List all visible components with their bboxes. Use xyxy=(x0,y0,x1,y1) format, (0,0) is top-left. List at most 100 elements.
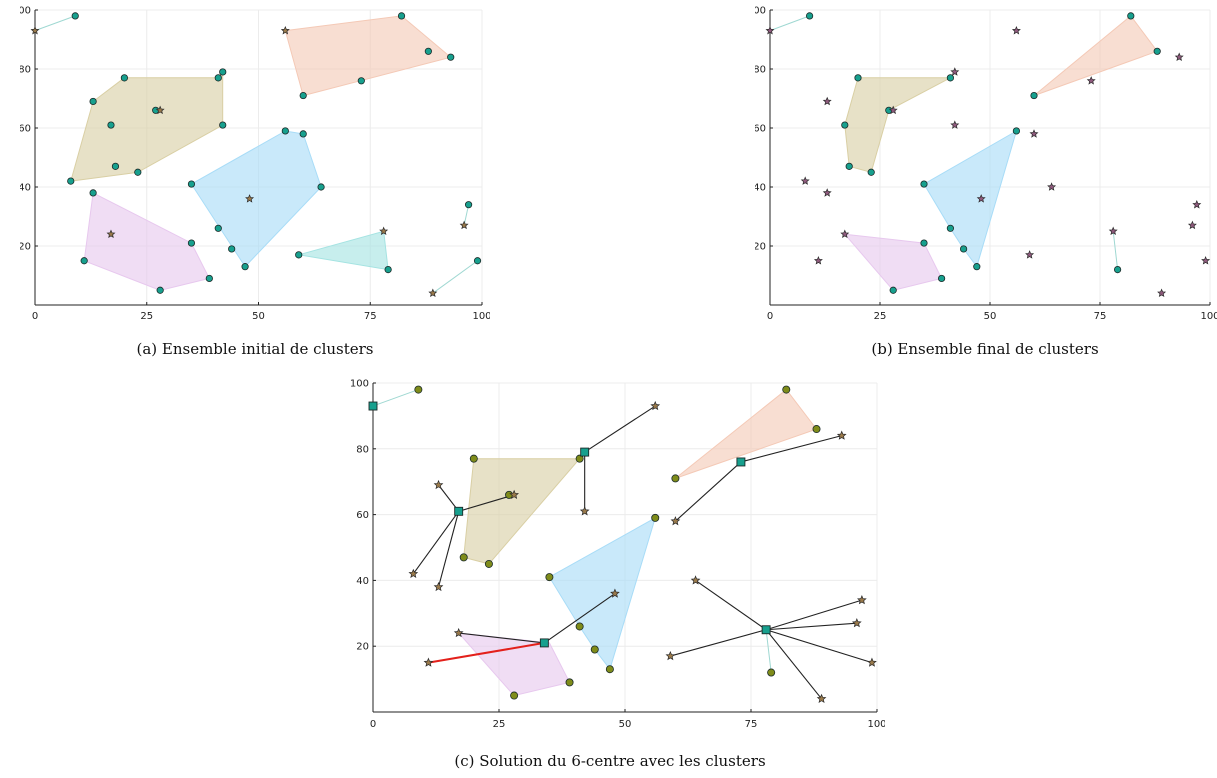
assignment-link xyxy=(544,593,616,644)
data-point xyxy=(219,68,227,76)
data-point xyxy=(134,168,142,176)
data-point xyxy=(205,274,213,283)
data-point xyxy=(120,74,129,82)
star-point xyxy=(976,194,986,203)
y-tick-label: 80 xyxy=(20,65,31,76)
assignment-link xyxy=(670,629,767,657)
pair-line xyxy=(432,260,478,294)
x-tick-label: 75 xyxy=(1094,311,1107,322)
assignment-link xyxy=(766,622,857,631)
pair-line xyxy=(765,629,772,673)
star-point xyxy=(888,105,898,115)
cluster-hull xyxy=(284,15,452,97)
star-point xyxy=(800,176,810,185)
data-point xyxy=(973,263,981,271)
y-tick-label: 40 xyxy=(356,576,369,587)
data-point xyxy=(767,668,776,677)
x-tick-label: 50 xyxy=(252,311,265,322)
star-point xyxy=(1025,250,1035,259)
star-point xyxy=(1108,226,1118,236)
x-tick-label: 25 xyxy=(140,311,153,322)
star-point xyxy=(665,650,676,661)
data-point xyxy=(946,224,954,232)
data-point xyxy=(80,257,88,265)
cluster-hull xyxy=(675,388,818,479)
center-marker xyxy=(454,506,464,516)
star-point xyxy=(857,595,867,605)
assignment-link xyxy=(695,579,767,631)
y-tick-label: 100 xyxy=(350,379,369,390)
data-point xyxy=(111,162,120,170)
data-point xyxy=(484,559,493,568)
x-tick-label: 25 xyxy=(874,311,887,322)
x-tick-label: 25 xyxy=(493,719,506,730)
star-point xyxy=(813,256,823,265)
data-point xyxy=(1113,265,1122,274)
data-point xyxy=(671,474,680,483)
cluster-hull xyxy=(548,516,657,671)
data-point xyxy=(651,513,660,522)
critical-link xyxy=(428,641,545,664)
data-point xyxy=(214,224,222,232)
center-marker xyxy=(368,401,378,411)
star-point xyxy=(840,229,850,239)
star-point xyxy=(836,430,847,440)
data-point xyxy=(565,678,574,687)
star-point xyxy=(453,627,464,638)
star-point xyxy=(1029,129,1039,138)
x-tick-label: 75 xyxy=(745,719,758,730)
star-point xyxy=(1192,199,1202,209)
data-point xyxy=(281,127,289,135)
star-point xyxy=(433,581,444,592)
star-point xyxy=(155,105,165,115)
chart-initial-clusters: 0 25 50 75 100 20 40 60 80 100 xyxy=(20,6,490,323)
assignment-link xyxy=(740,435,842,463)
data-point xyxy=(187,239,196,247)
panel-b: 0 25 50 75 100 20 40 60 80 100 xyxy=(755,0,1217,325)
star-point xyxy=(428,288,438,298)
data-point xyxy=(299,91,307,100)
pair-line xyxy=(372,389,419,407)
star-point xyxy=(670,516,681,526)
star-point xyxy=(245,194,255,203)
star-point xyxy=(1086,76,1096,85)
star-point xyxy=(509,489,519,499)
assignment-link xyxy=(675,461,742,522)
data-point xyxy=(510,691,519,700)
assignment-link xyxy=(584,405,656,453)
data-point xyxy=(187,180,196,188)
data-point xyxy=(845,162,853,170)
data-point xyxy=(71,12,79,20)
data-point xyxy=(841,121,849,129)
cluster-hull xyxy=(457,632,571,697)
data-point xyxy=(805,12,814,20)
cluster-hull xyxy=(83,192,211,291)
pair-line xyxy=(34,15,76,32)
data-point xyxy=(920,239,928,247)
data-point xyxy=(107,121,115,129)
data-point xyxy=(1030,91,1038,100)
star-point xyxy=(950,120,960,129)
center-marker xyxy=(761,625,771,635)
star-point xyxy=(1157,288,1167,298)
data-point xyxy=(464,201,473,209)
data-point xyxy=(812,425,821,434)
star-point xyxy=(690,575,701,585)
star-point xyxy=(579,506,590,516)
star-point xyxy=(950,67,960,76)
center-marker xyxy=(539,638,549,648)
star-point xyxy=(408,568,419,578)
data-point xyxy=(447,53,455,61)
data-point xyxy=(295,251,303,259)
star-point xyxy=(765,25,775,35)
cluster-hull xyxy=(70,70,224,182)
star-point xyxy=(1047,182,1057,191)
center-marker xyxy=(580,447,590,457)
x-tick-label: 0 xyxy=(32,311,38,322)
cluster-hull xyxy=(190,130,322,268)
star-point xyxy=(822,96,832,106)
star-point xyxy=(30,25,40,35)
x-tick-label: 50 xyxy=(619,719,632,730)
cluster-hull xyxy=(923,129,1018,268)
y-tick-label: 20 xyxy=(20,242,31,253)
